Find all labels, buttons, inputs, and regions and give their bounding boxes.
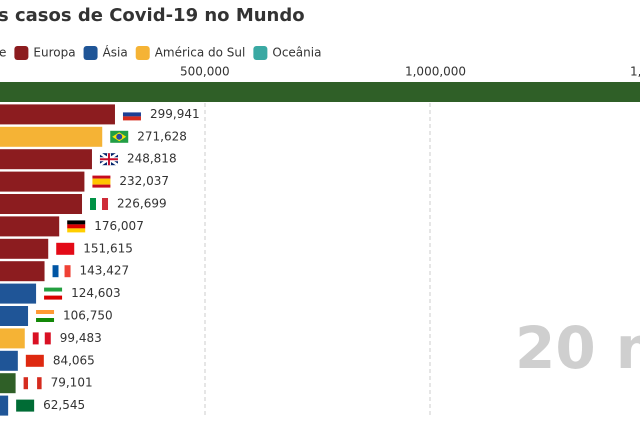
value-label: 299,941 xyxy=(150,107,200,121)
bar xyxy=(0,350,18,371)
legend-swatch xyxy=(135,46,150,60)
bar xyxy=(0,149,92,170)
flag-part xyxy=(122,116,141,121)
flag xyxy=(23,377,42,390)
flag-part xyxy=(122,112,141,117)
flag-part xyxy=(90,198,97,210)
flag xyxy=(99,152,119,167)
bar xyxy=(0,194,83,214)
legend-swatch xyxy=(14,46,29,60)
value-label: 62,545 xyxy=(43,398,85,412)
flag-part xyxy=(102,198,109,210)
value-label: 271,628 xyxy=(137,129,187,143)
flag xyxy=(90,198,109,210)
flag-part xyxy=(92,184,111,188)
legend-label: e xyxy=(0,46,6,60)
legend-swatch xyxy=(83,46,98,60)
flag-part xyxy=(67,220,86,225)
value-label: 124,603 xyxy=(71,286,121,300)
bar xyxy=(0,104,115,125)
flag-part xyxy=(44,295,63,300)
flag-part xyxy=(28,377,38,390)
flag-part xyxy=(58,265,65,278)
flag xyxy=(44,287,63,300)
value-label: 79,101 xyxy=(51,376,93,390)
flag-part xyxy=(38,332,45,345)
flag-part xyxy=(36,314,55,318)
legend-label: América do Sul xyxy=(155,46,246,60)
flag-part xyxy=(67,228,86,233)
flag xyxy=(110,130,129,143)
bar xyxy=(0,126,103,147)
value-label: 248,818 xyxy=(127,152,177,166)
flag-part xyxy=(37,377,42,390)
flag xyxy=(32,332,51,345)
flag-part xyxy=(67,224,86,229)
legend-label: Ásia xyxy=(103,45,128,60)
flag-part xyxy=(44,291,63,296)
flag-part xyxy=(44,287,63,292)
bar xyxy=(0,373,16,394)
flag xyxy=(92,175,111,188)
value-label: 232,037 xyxy=(119,174,169,188)
flag-part xyxy=(32,332,39,345)
legend-swatch xyxy=(253,46,268,60)
flag-part xyxy=(92,178,111,185)
flag-part xyxy=(122,108,141,113)
flag-part xyxy=(44,332,51,345)
x-tick-label: 500,000 xyxy=(180,65,230,79)
value-label: 84,065 xyxy=(53,353,95,367)
flag-part xyxy=(92,175,111,179)
bar xyxy=(0,283,37,304)
chart-title: s casos de Covid-19 no Mundo xyxy=(0,5,305,26)
flag-part xyxy=(52,265,59,278)
date-label: 20 m xyxy=(515,314,640,382)
bar xyxy=(0,216,60,237)
flag-part xyxy=(64,265,71,278)
flag xyxy=(56,242,75,255)
value-label: 106,750 xyxy=(63,309,113,323)
flag xyxy=(122,108,141,121)
flag-part xyxy=(23,377,29,390)
flag-part xyxy=(99,153,118,166)
value-label: 176,007 xyxy=(94,219,144,233)
bar xyxy=(0,238,49,259)
value-label: 226,699 xyxy=(117,197,167,211)
bar xyxy=(0,171,85,192)
flag xyxy=(16,399,35,412)
flag xyxy=(52,265,71,278)
bar xyxy=(0,306,29,326)
value-label: 99,483 xyxy=(60,331,102,345)
value-label: 151,615 xyxy=(83,241,133,255)
value-label: 143,427 xyxy=(80,264,130,278)
x-tick-label: 1, xyxy=(630,65,640,79)
x-tick-label: 1,000,000 xyxy=(405,65,466,79)
bar xyxy=(0,261,45,282)
flag-part xyxy=(25,354,44,367)
flag-part xyxy=(16,399,35,412)
flag xyxy=(25,354,44,367)
legend-label: Oceânia xyxy=(272,46,321,60)
flag-part xyxy=(36,310,55,314)
legend-label: Europa xyxy=(33,46,75,60)
flag xyxy=(67,220,86,233)
flag-part xyxy=(96,198,103,210)
bar xyxy=(0,82,640,102)
flag-part xyxy=(56,242,75,255)
bar xyxy=(0,328,25,349)
bar xyxy=(0,395,9,416)
flag-part xyxy=(116,133,123,140)
flag xyxy=(36,310,55,322)
flag-part xyxy=(36,318,55,322)
